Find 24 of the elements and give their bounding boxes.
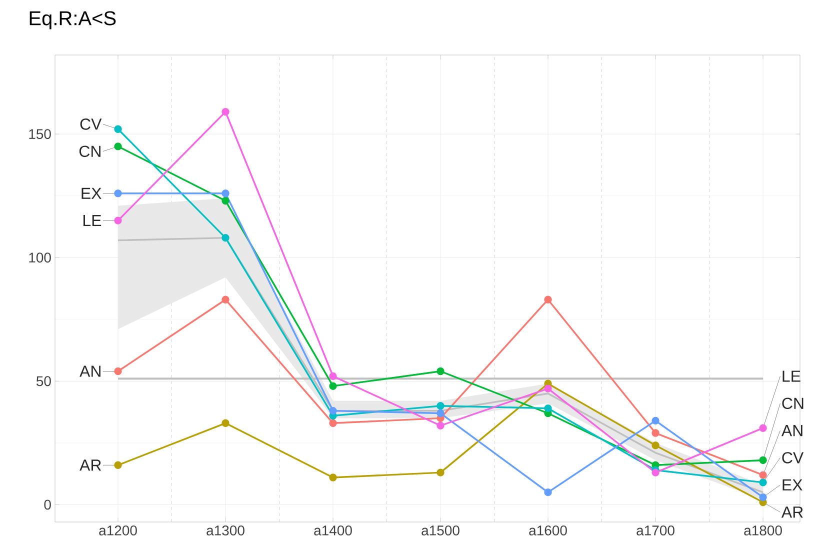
x-tick-label: a1500 <box>422 526 460 536</box>
series-label: CV <box>80 118 102 130</box>
x-tick-label: a1400 <box>314 526 352 536</box>
chart-title: Eq.R:A<S <box>30 11 116 30</box>
series-label: AN <box>80 366 100 377</box>
y-tick-label: 0 <box>44 500 51 510</box>
series-label: CN <box>79 146 100 158</box>
text: AR <box>781 506 803 518</box>
text: CN <box>782 398 804 410</box>
text: LE <box>782 370 800 382</box>
y-tick-label: 50 <box>36 376 51 386</box>
y-tick-label: 150 <box>29 129 51 140</box>
text: EX <box>782 479 802 490</box>
x-tick-label: a1200 <box>99 526 137 536</box>
series-label: LE <box>84 215 102 226</box>
x-tick-label: a1700 <box>636 526 674 536</box>
x-tick-label: a1300 <box>206 526 244 536</box>
series-label: AR <box>80 460 102 471</box>
x-tick-label: a1600 <box>529 526 567 536</box>
text: CV <box>782 452 804 464</box>
series-label: EX <box>82 188 102 199</box>
y-tick-label: 100 <box>29 252 51 263</box>
text: AN <box>781 425 802 436</box>
x-tick-label: a1800 <box>744 526 782 536</box>
